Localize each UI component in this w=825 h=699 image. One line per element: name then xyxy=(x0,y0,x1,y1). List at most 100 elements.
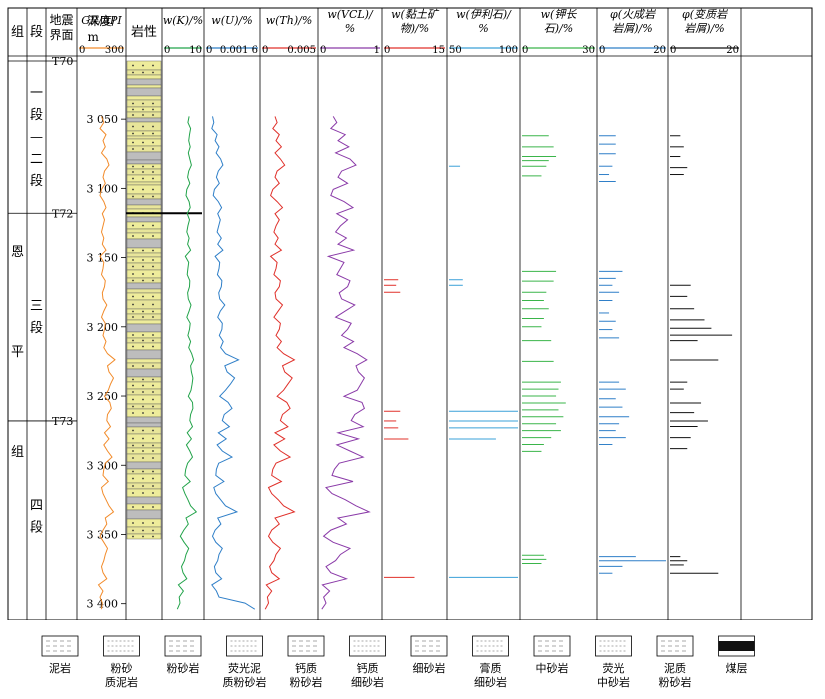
lithology-dot xyxy=(132,310,134,313)
lithology-dot xyxy=(132,492,134,494)
lithology-dot xyxy=(152,303,154,306)
lithology-dot xyxy=(132,384,134,387)
lithology-dot xyxy=(152,345,154,348)
track-header-kfeld: w(钾长 xyxy=(541,8,578,21)
curve-k xyxy=(176,116,198,610)
member-name-char: 段 xyxy=(30,108,43,123)
track-scale-max-th: 0.005 xyxy=(287,45,316,56)
lithology-dot xyxy=(132,295,134,298)
lithology-band xyxy=(126,282,162,290)
horizon-label: T73 xyxy=(52,415,73,428)
track-scale-max-meta: 20 xyxy=(726,45,739,56)
lithology-dot xyxy=(142,141,144,144)
lithology-dot xyxy=(152,437,154,440)
lithology-dot xyxy=(152,108,154,111)
track-header-clay: w(黏土矿 xyxy=(391,8,440,21)
lithology-dot xyxy=(132,506,134,508)
track-scale-max-gr: 300 xyxy=(105,45,124,56)
lithology-band xyxy=(126,159,162,165)
lithology-dot xyxy=(132,195,134,198)
lithology-band xyxy=(126,349,162,360)
lithology-dot xyxy=(132,398,134,401)
curve-vcl xyxy=(321,116,371,610)
lithology-dot xyxy=(132,457,134,459)
lithology-dot xyxy=(132,64,134,67)
legend-label-fluor_medium: 荧光 xyxy=(603,661,625,675)
legend-label-calc_silt: 粉砂岩 xyxy=(290,675,323,689)
lithology-dot xyxy=(142,148,144,150)
seismic-header-line: 地震 xyxy=(49,13,73,27)
lithology-band xyxy=(126,252,162,258)
lithology-dot xyxy=(152,535,154,538)
lithology-dot xyxy=(132,529,134,532)
track-scale-max-clay: 15 xyxy=(432,45,445,56)
track-scale-max-u: 0.001 6 xyxy=(220,45,258,56)
lithology-band xyxy=(126,238,162,249)
lithology-band xyxy=(126,461,162,470)
track-header-meta: 岩屑)/% xyxy=(684,22,724,35)
track-scale-min-gr: 0 xyxy=(79,45,85,56)
lithology-dot xyxy=(132,378,134,381)
lithology-band xyxy=(126,151,162,161)
lithology-dot xyxy=(152,249,154,252)
lithology-dot xyxy=(142,365,144,367)
lithology-dot xyxy=(132,235,134,237)
curve-gr xyxy=(97,116,116,610)
lithology-dot xyxy=(142,303,144,306)
lithology-dot xyxy=(152,334,154,336)
track-scale-max-volc: 20 xyxy=(653,45,666,56)
depth-unit: m xyxy=(88,30,100,44)
lithology-dot xyxy=(142,345,144,348)
lithology-dot xyxy=(152,195,154,198)
lithology-dot xyxy=(152,398,154,401)
track-header-vcl: w(VCL)/ xyxy=(327,8,374,21)
lithology-dot xyxy=(142,535,144,538)
lithology-dot xyxy=(132,485,134,487)
lithology-dot xyxy=(132,249,134,252)
lithology-dot xyxy=(142,398,144,401)
lithology-dot xyxy=(132,444,134,447)
member-name-char: — xyxy=(30,130,43,145)
lithology-dot xyxy=(152,316,154,318)
lithology-band xyxy=(126,416,162,424)
lithology-dot xyxy=(132,114,134,116)
horizon-label: T72 xyxy=(52,207,73,220)
lithology-dot xyxy=(142,529,144,532)
legend-label-muddy_silt: 泥质 xyxy=(664,662,686,675)
lithology-dot xyxy=(142,477,144,480)
lithology-band xyxy=(126,496,162,505)
track-scale-min-k: 0 xyxy=(164,45,170,56)
legend-coal-fill xyxy=(718,641,755,651)
track-scale-min-meta: 0 xyxy=(670,45,676,56)
lithology-dot xyxy=(142,295,144,298)
lithology-dot xyxy=(142,235,144,237)
lithology-dot xyxy=(142,102,144,105)
lithology-dot xyxy=(152,165,154,168)
track-header-volc: 岩屑)/% xyxy=(612,22,652,35)
lithology-dot xyxy=(142,171,144,173)
lithology-dot xyxy=(142,195,144,198)
group-header: 组 xyxy=(11,25,24,40)
lithology-dot xyxy=(142,273,144,275)
lithology-band xyxy=(126,319,162,325)
lithology-dot xyxy=(152,273,154,275)
lithology-dot xyxy=(132,334,134,336)
lithology-dot xyxy=(152,71,154,74)
lithology-dot xyxy=(142,522,144,524)
lithology-dot xyxy=(142,334,144,336)
legend-label-medium_sand: 中砂岩 xyxy=(536,661,569,675)
lithology-dot xyxy=(152,365,154,367)
horizon-label: T70 xyxy=(52,55,73,68)
track-scale-max-vcl: 1 xyxy=(374,45,380,56)
lithology-dot xyxy=(152,171,154,173)
lithology-dot xyxy=(142,259,144,261)
lithology-dot xyxy=(152,114,154,116)
lithology-dot xyxy=(132,405,134,408)
lithology-dot xyxy=(132,477,134,480)
lithology-dot xyxy=(142,492,144,494)
lithology-dot xyxy=(132,188,134,191)
legend-label-mudstone: 泥岩 xyxy=(49,661,71,675)
lithology-dot xyxy=(152,64,154,67)
lithology-band xyxy=(126,181,162,186)
lithology-dot xyxy=(142,444,144,447)
